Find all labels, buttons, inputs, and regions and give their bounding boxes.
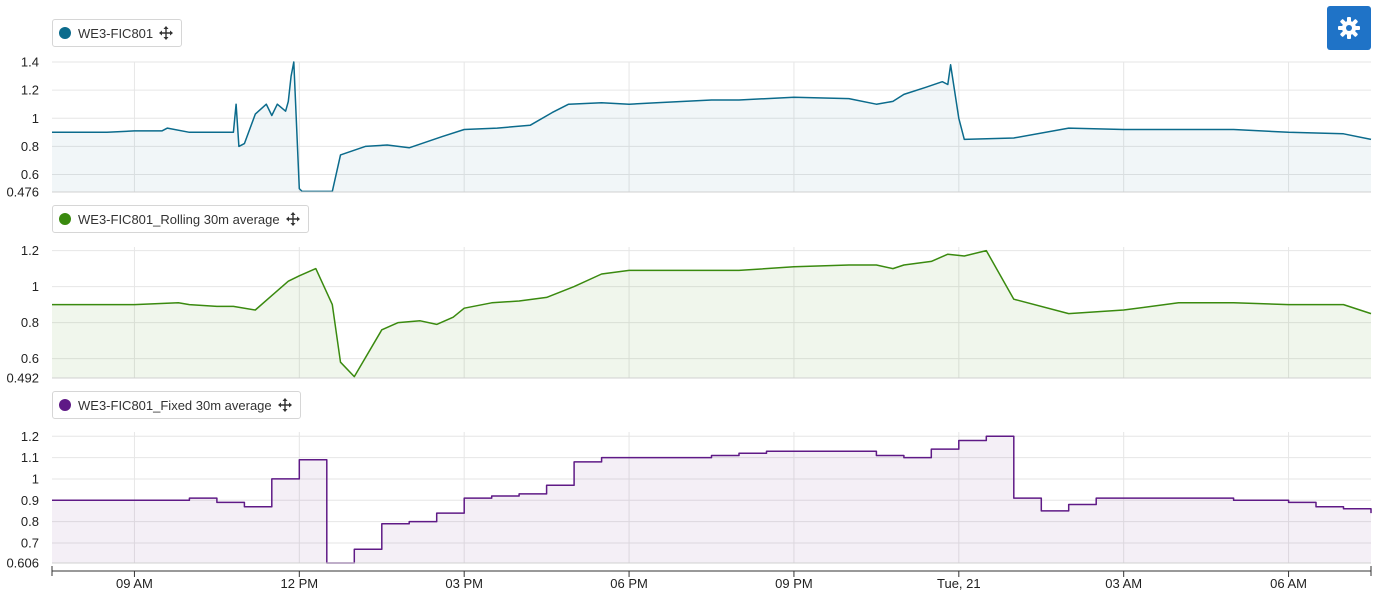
- settings-button[interactable]: [1327, 6, 1371, 50]
- x-tick-label: 06 AM: [1270, 576, 1307, 591]
- legend-we3-fic801[interactable]: WE3-FIC801: [52, 19, 183, 47]
- x-tick-label: 12 PM: [281, 576, 319, 591]
- y-tick-label: 0.6: [21, 167, 39, 182]
- y-tick-label: 1: [32, 471, 39, 486]
- x-tick-label: 09 PM: [775, 576, 813, 591]
- y-tick-label: 0.492: [6, 371, 39, 386]
- x-tick-label: 03 PM: [445, 576, 483, 591]
- x-tick-label: 09 AM: [116, 576, 153, 591]
- move-icon[interactable]: [159, 26, 174, 40]
- series-area: [52, 62, 1371, 192]
- y-tick-label: 0.8: [21, 315, 39, 330]
- y-tick-label: 0.7: [21, 535, 39, 550]
- y-tick-label: 0.476: [6, 185, 39, 200]
- legend-fixed-30m-average[interactable]: WE3-FIC801_Fixed 30m average: [52, 391, 301, 419]
- series-line: [52, 249, 1372, 378]
- legend-label: WE3-FIC801: [78, 25, 154, 41]
- legend-label: WE3-FIC801_Fixed 30m average: [78, 397, 272, 413]
- move-icon[interactable]: [285, 212, 300, 226]
- series-area: [52, 436, 1371, 563]
- move-icon[interactable]: [277, 398, 292, 412]
- gear-icon: [1338, 17, 1360, 39]
- y-tick-label: 0.9: [21, 493, 39, 508]
- x-tick-label: 06 PM: [610, 576, 648, 591]
- series-line: [52, 61, 1372, 193]
- y-tick-label: 0.6: [21, 351, 39, 366]
- y-tick-label: 1.4: [21, 55, 39, 70]
- y-tick-label: 1.2: [21, 429, 39, 444]
- legend-rolling-30m-average[interactable]: WE3-FIC801_Rolling 30m average: [52, 205, 309, 233]
- y-tick-label: 1.2: [21, 83, 39, 98]
- x-gridlines: [133, 62, 1290, 563]
- y-tick-label: 1.1: [21, 450, 39, 465]
- panel-fixed-30m-average: 1.2 1.1 1 0.9 0.8 0.7 0.606: [6, 429, 1372, 571]
- x-tick-label: 03 AM: [1105, 576, 1142, 591]
- y-tick-label: 0.606: [6, 556, 39, 571]
- y-tick-label: 1.2: [21, 243, 39, 258]
- x-axis: 09 AM 12 PM 03 PM 06 PM 09 PM Tue, 21 03 AM 06 …: [51, 566, 1372, 591]
- y-tick-label: 0.8: [21, 514, 39, 529]
- y-tick-label: 1: [32, 111, 39, 126]
- x-tick-label: Tue, 21: [937, 576, 981, 591]
- y-tick-label: 0.8: [21, 139, 39, 154]
- series-color-dot: [59, 213, 71, 225]
- series-color-dot: [59, 399, 71, 411]
- legend-label: WE3-FIC801_Rolling 30m average: [78, 211, 280, 227]
- panel-rolling-30m-average: 1.2 1 0.8 0.6 0.492: [6, 243, 1372, 386]
- series-color-dot: [59, 27, 71, 39]
- panel-we3-fic801: 1.4 1.2 1 0.8 0.6 0.476: [6, 55, 1372, 200]
- y-tick-label: 1: [32, 279, 39, 294]
- series-line: [52, 435, 1372, 564]
- series-area: [52, 250, 1371, 378]
